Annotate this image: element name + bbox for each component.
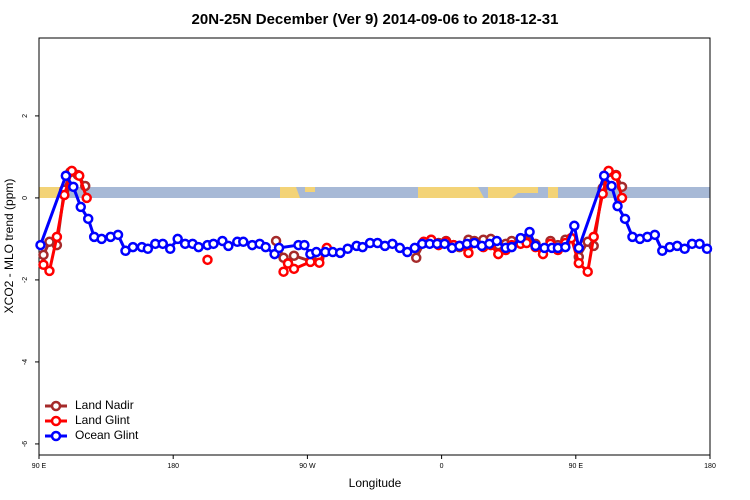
data-point <box>612 200 623 212</box>
data-point <box>288 250 300 261</box>
data-point <box>515 232 526 244</box>
data-point <box>493 248 504 260</box>
chart-title: 20N-25N December (Ver 9) 2014-09-06 to 2… <box>192 11 559 28</box>
legend-label: Land Glint <box>75 413 130 427</box>
data-point <box>606 180 617 192</box>
data-point <box>112 229 124 241</box>
map-strip <box>39 187 710 198</box>
x-tick-label: 180 <box>167 463 179 470</box>
data-point <box>51 231 63 243</box>
y-axis-label: XCO2 - MLO trend (ppm) <box>2 179 16 314</box>
data-point <box>573 257 585 269</box>
data-point <box>598 170 610 182</box>
data-point <box>491 235 503 247</box>
data-point <box>530 240 541 252</box>
data-point <box>38 249 49 261</box>
data-point <box>260 241 271 253</box>
data-point <box>142 243 154 255</box>
data-point <box>288 263 300 275</box>
data-point <box>311 246 322 258</box>
data-point <box>463 247 474 259</box>
data-point <box>357 241 368 253</box>
x-tick-label: 90 E <box>569 463 584 470</box>
data-point <box>619 213 631 225</box>
data-point <box>164 243 176 255</box>
data-point <box>223 240 234 252</box>
data-point <box>439 238 450 250</box>
x-tick-label: 90 W <box>299 463 316 470</box>
data-point <box>411 252 422 264</box>
data-point <box>409 242 421 254</box>
legend-marker <box>50 430 62 442</box>
y-tick-label: 0 <box>22 196 29 200</box>
data-point <box>82 213 94 225</box>
data-point <box>81 192 92 204</box>
data-point <box>74 170 85 182</box>
x-tick-label: 90 E <box>32 463 47 470</box>
data-point <box>394 242 406 254</box>
data-point <box>334 247 346 259</box>
data-point <box>35 239 46 251</box>
data-point <box>588 231 599 243</box>
data-point <box>44 265 55 277</box>
data-point <box>387 238 398 250</box>
data-point <box>524 226 535 238</box>
y-tick-label: -6 <box>22 441 29 447</box>
data-point <box>60 170 72 182</box>
data-point <box>560 241 571 253</box>
y-tick-label: -4 <box>22 359 29 365</box>
data-point <box>127 241 139 253</box>
data-point <box>75 201 87 213</box>
data-point <box>278 266 289 277</box>
data-point <box>610 170 622 182</box>
data-point <box>208 238 219 250</box>
x-tick-label: 180 <box>704 463 716 470</box>
data-point <box>616 192 628 204</box>
data-point <box>582 266 593 277</box>
data-point <box>96 233 107 245</box>
data-point <box>506 241 517 253</box>
x-axis-label: Longitude <box>349 476 402 490</box>
data-point <box>172 233 183 245</box>
legend-marker <box>50 400 62 412</box>
data-point <box>573 242 585 254</box>
data-point <box>157 238 169 250</box>
data-point <box>68 181 79 193</box>
data-point <box>694 238 705 250</box>
data-point <box>299 239 310 251</box>
data-point <box>679 243 690 255</box>
legend-label: Ocean Glint <box>75 428 139 442</box>
data-point <box>342 243 353 255</box>
legend-marker <box>50 415 62 427</box>
data-point <box>314 257 325 268</box>
x-tick-label: 0 <box>440 463 444 470</box>
data-point <box>402 246 413 258</box>
data-point <box>193 241 204 253</box>
data-point <box>202 254 213 266</box>
data-point <box>273 242 285 254</box>
data-point <box>238 236 249 248</box>
legend-label: Land Nadir <box>75 398 134 412</box>
y-tick-label: 2 <box>22 114 29 118</box>
data-point <box>59 189 70 201</box>
data-point <box>38 259 49 270</box>
data-point <box>649 229 661 241</box>
data-point <box>569 220 580 232</box>
y-tick-label: -2 <box>22 277 29 283</box>
data-point <box>701 243 713 255</box>
